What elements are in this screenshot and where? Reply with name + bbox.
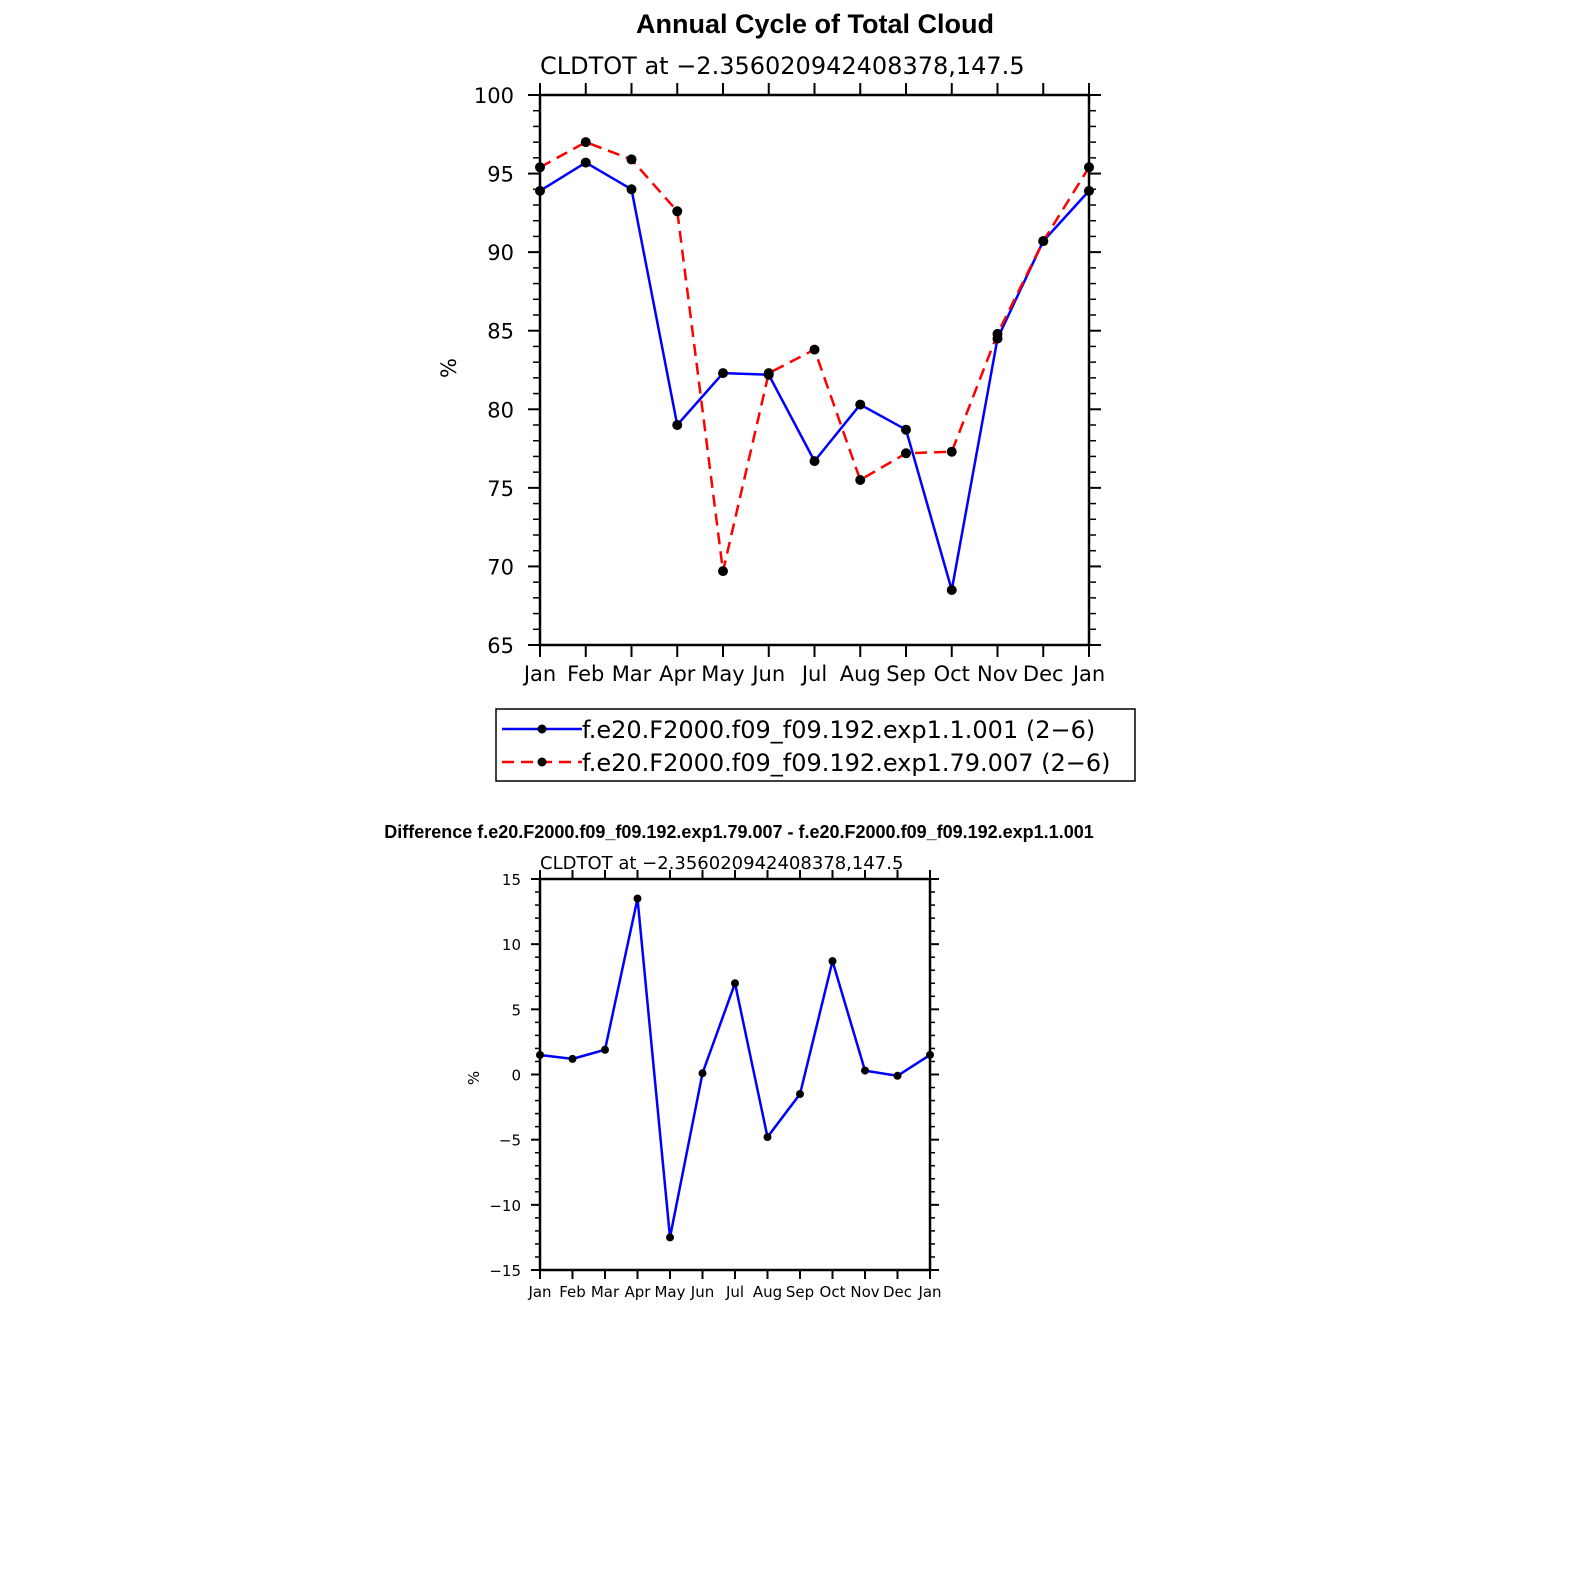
series-1-point	[861, 1066, 869, 1075]
series-1-point	[580, 157, 591, 168]
series-1-point	[901, 424, 911, 435]
x-tick-label: Mar	[591, 1283, 620, 1301]
x-tick-label: Jan	[1071, 662, 1105, 686]
series-1-point	[568, 1054, 577, 1063]
series-1-point	[926, 1050, 934, 1059]
series-2-point	[855, 475, 866, 485]
y-axis-label: %	[437, 358, 461, 378]
y-tick-label: −10	[489, 1197, 521, 1215]
y-tick-label: 5	[511, 1001, 521, 1019]
y-tick-label: 15	[502, 871, 521, 889]
y-tick-label: 0	[511, 1067, 521, 1085]
x-tick-label: Feb	[559, 1283, 586, 1301]
y-tick-label: 85	[487, 320, 514, 344]
diff-chart-title: Difference f.e20.F2000.f09_f09.192.exp1.…	[384, 822, 1093, 842]
y-tick-label: 65	[487, 634, 514, 658]
series-1-point	[809, 456, 820, 467]
x-tick-label: Sep	[786, 1283, 814, 1301]
x-tick-label: May	[701, 662, 744, 686]
series-1-point	[672, 420, 683, 430]
x-tick-label: Oct	[820, 1283, 846, 1301]
series-1-point	[855, 399, 866, 410]
series-1-point	[828, 957, 837, 966]
series-1-point	[666, 1233, 674, 1242]
difference-chart: Difference f.e20.F2000.f09_f09.192.exp1.…	[384, 822, 1093, 1301]
legend-box	[495, 708, 1136, 782]
legend-label-series-2: f.e20.F2000.f09_f09.192.exp1.79.007 (2−6…	[582, 749, 1110, 777]
annual-cycle-chart: Annual Cycle of Total Cloud CLDTOT at −2…	[437, 9, 1136, 782]
diff-y-axis-label: %	[465, 1071, 483, 1085]
y-tick-label: 10	[502, 936, 521, 954]
y-tick-label: 95	[487, 163, 514, 187]
legend-marker-series-2	[537, 757, 547, 767]
y-tick-label: 80	[487, 398, 514, 422]
series-2-point	[763, 368, 774, 379]
y-tick-label: −15	[489, 1262, 521, 1280]
x-tick-label: Dec	[883, 1283, 912, 1301]
series-2-point	[626, 154, 637, 165]
series-2-point	[535, 162, 545, 173]
series-1-point	[633, 894, 642, 903]
y-tick-label: 75	[487, 477, 514, 501]
x-tick-label: Jan	[917, 1283, 941, 1301]
series-2-point	[580, 137, 591, 148]
series-1-point	[601, 1045, 609, 1054]
y-tick-label: 90	[487, 241, 514, 265]
series-1-point	[536, 1050, 544, 1059]
series-1-point	[893, 1071, 902, 1080]
x-tick-label: Jul	[800, 662, 827, 686]
x-tick-label: Jul	[725, 1283, 744, 1301]
series-1-point	[796, 1090, 804, 1099]
series-1-point	[698, 1069, 707, 1078]
chart-title: Annual Cycle of Total Cloud	[636, 9, 994, 39]
y-tick-label: −5	[499, 1132, 521, 1150]
series-2-point	[992, 328, 1003, 339]
x-tick-label: Mar	[612, 662, 652, 686]
x-tick-label: Apr	[659, 662, 696, 686]
series-2-point	[718, 566, 728, 577]
x-tick-label: Jan	[527, 1283, 551, 1301]
series-2-point	[672, 206, 683, 217]
x-tick-label: Aug	[753, 1283, 782, 1301]
x-tick-label: Nov	[977, 662, 1018, 686]
x-tick-label: Dec	[1023, 662, 1064, 686]
series-1-point	[535, 185, 545, 196]
series-2-point	[901, 448, 911, 459]
series-2-point	[946, 446, 957, 457]
series-2-point	[1038, 236, 1049, 247]
x-tick-label: Feb	[567, 662, 604, 686]
x-tick-label: Nov	[850, 1283, 879, 1301]
chart-subtitle: CLDTOT at −2.356020942408378,147.5	[540, 52, 1025, 80]
series-1-point	[626, 184, 637, 195]
x-tick-label: Jan	[522, 662, 556, 686]
x-tick-label: Jun	[690, 1283, 714, 1301]
legend: f.e20.F2000.f09_f09.192.exp1.1.001 (2−6)…	[495, 708, 1136, 782]
x-tick-label: May	[654, 1283, 685, 1301]
x-tick-label: Jun	[750, 662, 785, 686]
legend-label-series-1: f.e20.F2000.f09_f09.192.exp1.1.001 (2−6)	[582, 716, 1095, 744]
series-1-point	[763, 1133, 772, 1142]
series-2-point	[809, 344, 820, 355]
series-1-point	[1084, 185, 1094, 196]
diff-chart-subtitle: CLDTOT at −2.356020942408378,147.5	[540, 853, 903, 874]
series-1-point	[946, 585, 957, 595]
legend-marker-series-1	[537, 724, 547, 734]
x-tick-label: Apr	[625, 1283, 652, 1301]
x-tick-label: Oct	[934, 662, 970, 686]
series-1-point	[731, 979, 739, 988]
y-tick-label: 70	[487, 555, 514, 579]
x-tick-label: Sep	[886, 662, 926, 686]
series-1-point	[718, 368, 728, 379]
y-tick-label: 100	[474, 84, 514, 108]
x-tick-label: Aug	[840, 662, 881, 686]
series-2-point	[1084, 162, 1094, 173]
